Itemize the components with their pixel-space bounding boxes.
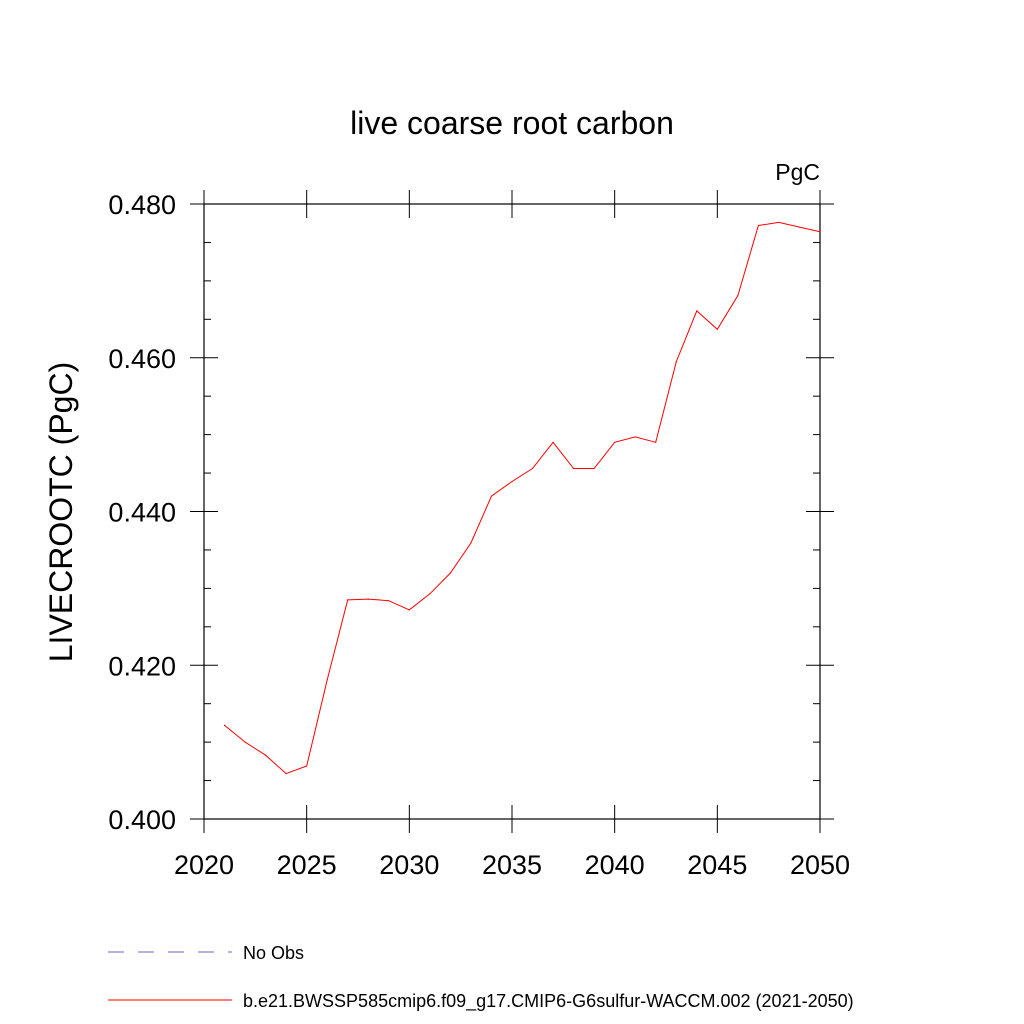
axes: 2020 2025 2030 2035 2040 2045 2050 0.400 0.420 0.… bbox=[108, 190, 850, 880]
x-tick-label: 2030 bbox=[379, 850, 439, 880]
units-label: PgC bbox=[775, 159, 820, 185]
data-point bbox=[757, 224, 760, 227]
series-line bbox=[224, 221, 821, 775]
data-point bbox=[429, 593, 431, 595]
x-tick-label: 2045 bbox=[687, 850, 747, 880]
y-tick-label: 0.460 bbox=[108, 344, 176, 374]
data-point bbox=[470, 542, 472, 544]
data-point bbox=[347, 599, 349, 601]
data-point bbox=[716, 328, 718, 330]
data-point bbox=[696, 310, 698, 312]
data-point bbox=[798, 226, 801, 228]
data-point bbox=[819, 231, 821, 233]
data-point bbox=[593, 467, 595, 470]
plot-series bbox=[223, 221, 821, 775]
data-point bbox=[675, 360, 677, 363]
data-point bbox=[531, 467, 534, 470]
legend-label-no-obs: No Obs bbox=[243, 943, 304, 963]
legend: No Obs b.e21.BWSSP585cmip6.f09_g17.CMIP6… bbox=[108, 943, 854, 1012]
data-point bbox=[265, 754, 267, 756]
y-tick-label: 0.420 bbox=[108, 651, 176, 681]
data-point bbox=[326, 679, 328, 681]
data-point bbox=[285, 773, 287, 775]
x-tick-label: 2035 bbox=[482, 850, 542, 880]
data-point bbox=[655, 441, 657, 443]
data-point bbox=[408, 609, 410, 611]
data-point bbox=[737, 294, 739, 297]
x-tick-label: 2040 bbox=[585, 850, 645, 880]
data-point bbox=[634, 436, 636, 438]
data-point bbox=[552, 441, 554, 443]
y-tick-label: 0.480 bbox=[108, 190, 176, 220]
data-point bbox=[614, 441, 616, 443]
data-point bbox=[306, 765, 308, 767]
data-point bbox=[490, 495, 493, 497]
data-point bbox=[778, 221, 780, 224]
plot-frame bbox=[203, 203, 821, 820]
y-tick-label: 0.440 bbox=[108, 498, 176, 528]
x-tick-label: 2025 bbox=[277, 850, 337, 880]
legend-label-model-run: b.e21.BWSSP585cmip6.f09_g17.CMIP6-G6sulf… bbox=[243, 991, 854, 1012]
data-point bbox=[223, 724, 226, 726]
data-point bbox=[367, 598, 369, 600]
data-point bbox=[511, 480, 513, 483]
y-axis-label: LIVECROOTC (PgC) bbox=[43, 362, 79, 662]
data-point bbox=[573, 467, 575, 470]
data-point bbox=[388, 600, 390, 602]
chart-title: live coarse root carbon bbox=[350, 105, 674, 141]
x-tick-label: 2020 bbox=[174, 850, 234, 880]
data-point bbox=[449, 572, 451, 574]
data-point bbox=[244, 741, 246, 743]
x-tick-label: 2050 bbox=[790, 850, 850, 880]
y-tick-label: 0.400 bbox=[108, 805, 176, 835]
